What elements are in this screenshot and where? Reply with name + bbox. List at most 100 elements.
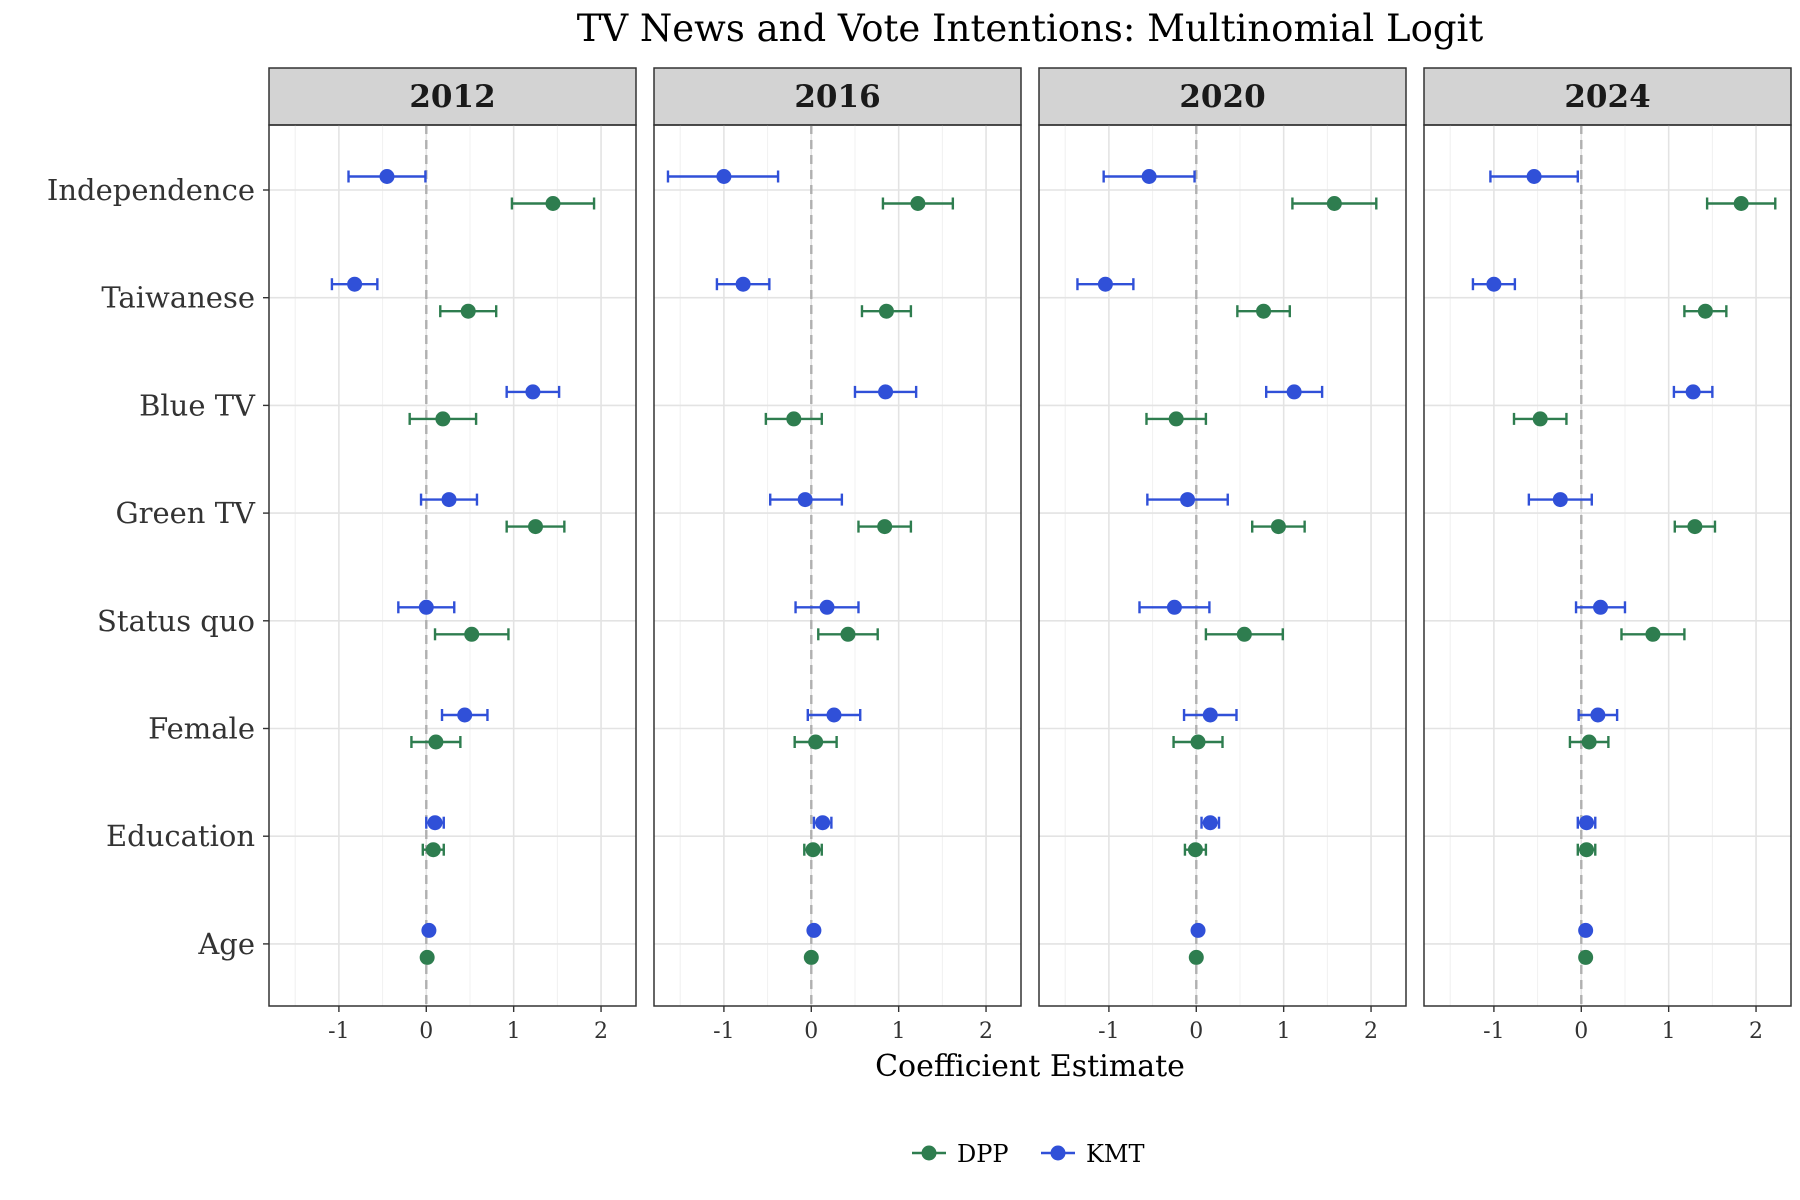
facet-strip-label: 2024: [1564, 79, 1650, 115]
dpp-independence-point: [545, 196, 561, 211]
kmt-education-point: [427, 815, 443, 831]
x-tick-label: 2: [594, 1019, 608, 1044]
dpp-taiwanese-point: [878, 303, 894, 319]
legend-label: DPP: [957, 1140, 1009, 1168]
dpp-status-quo-point: [1236, 626, 1252, 642]
panel-border: [268, 124, 637, 1007]
facet-panel-2016: 2016 -1 0 1 2: [653, 67, 1022, 1044]
x-tick-label: 1: [1277, 1019, 1291, 1044]
facet-panel-2024: 2024 -1 0 1 2: [1423, 67, 1792, 1044]
dpp-age-point: [1578, 949, 1594, 965]
dpp-taiwanese-point: [1256, 303, 1272, 319]
y-tick-label-green-tv: Green TV: [115, 496, 256, 530]
kmt-status-quo-point: [418, 599, 434, 615]
kmt-status-quo-point: [1166, 599, 1182, 615]
dpp-status-quo-point: [464, 626, 480, 642]
facet-strip: [1423, 67, 1792, 126]
kmt-independence-point: [1526, 169, 1542, 184]
kmt-education-point: [1579, 815, 1595, 831]
panels-layer: 2012 -1 0 1 2 2016 -1 0 1 2 2020 -1 0 1 2 2024 -1 0 1 2: [268, 67, 1792, 1044]
facet-strip-label: 2020: [1179, 79, 1265, 115]
dpp-green-tv-point: [1270, 519, 1286, 535]
x-tick-label: -1: [328, 1019, 349, 1044]
kmt-female-point: [1202, 707, 1218, 723]
kmt-blue-tv-point: [525, 384, 541, 400]
kmt-status-quo-point: [819, 599, 835, 615]
dpp-taiwanese-point: [460, 303, 476, 319]
kmt-female-point: [826, 707, 842, 723]
dpp-independence-point: [1733, 196, 1749, 211]
x-tick-label: 0: [419, 1019, 433, 1044]
kmt-blue-tv-point: [1286, 384, 1302, 400]
dpp-independence-point: [1326, 196, 1342, 211]
x-tick-label: 2: [979, 1019, 993, 1044]
panel-border: [1423, 124, 1792, 1007]
kmt-taiwanese-point: [1486, 276, 1502, 292]
y-axis-labels: Independence Taiwanese Blue TV Green TV Stat…: [47, 173, 269, 961]
dpp-blue-tv-point: [435, 411, 451, 427]
dpp-female-point: [1190, 734, 1206, 750]
facet-strip: [268, 67, 637, 126]
kmt-green-tv-point: [797, 492, 813, 508]
kmt-blue-tv-point: [1685, 384, 1701, 400]
x-tick-label: 2: [1749, 1019, 1763, 1044]
kmt-taiwanese-point: [347, 276, 363, 292]
x-tick-label: 0: [1574, 1019, 1588, 1044]
y-tick-label-age: Age: [197, 927, 255, 961]
facet-panel-2020: 2020 -1 0 1 2: [1038, 67, 1407, 1044]
dpp-female-point: [808, 734, 824, 750]
kmt-independence-point: [1141, 169, 1157, 184]
y-tick-label-independence: Independence: [47, 173, 255, 207]
kmt-taiwanese-point: [735, 276, 751, 292]
dpp-status-quo-point: [840, 626, 856, 642]
x-tick-label: -1: [713, 1019, 734, 1044]
kmt-independence-point: [379, 169, 395, 184]
panel-border: [1038, 124, 1407, 1007]
kmt-independence-point: [716, 169, 732, 184]
dpp-green-tv-point: [877, 519, 893, 535]
kmt-education-point: [815, 815, 831, 831]
legend-key-point: [1050, 1145, 1066, 1161]
kmt-taiwanese-point: [1097, 276, 1113, 292]
dpp-green-tv-point: [1687, 519, 1703, 535]
y-tick-label-blue-tv: Blue TV: [139, 388, 256, 422]
dpp-blue-tv-point: [1168, 411, 1184, 427]
facet-panel-2012: 2012 -1 0 1 2: [268, 67, 637, 1044]
y-tick-label-female: Female: [148, 712, 255, 746]
x-tick-label: 0: [1189, 1019, 1203, 1044]
kmt-female-point: [457, 707, 473, 723]
dpp-age-point: [419, 949, 435, 965]
kmt-blue-tv-point: [878, 384, 894, 400]
chart-title: TV News and Vote Intentions: Multinomial…: [577, 7, 1484, 50]
legend: DPP KMT: [912, 1140, 1145, 1168]
dpp-taiwanese-point: [1697, 303, 1713, 319]
kmt-age-point: [1190, 922, 1206, 938]
panel-border: [653, 124, 1022, 1007]
dpp-age-point: [1188, 949, 1204, 965]
facet-strip-label: 2012: [409, 79, 495, 115]
legend-item-kmt: KMT: [1041, 1140, 1145, 1168]
dpp-education-point: [1579, 842, 1595, 858]
kmt-green-tv-point: [441, 492, 457, 508]
facet-strip: [1038, 67, 1407, 126]
dpp-education-point: [425, 842, 441, 858]
y-tick-label-status-quo: Status quo: [97, 604, 255, 638]
kmt-female-point: [1590, 707, 1606, 723]
x-axis-title: Coefficient Estimate: [875, 1049, 1185, 1084]
y-tick-label-education: Education: [106, 819, 255, 853]
dpp-status-quo-point: [1645, 626, 1661, 642]
kmt-age-point: [806, 922, 822, 938]
kmt-green-tv-point: [1552, 492, 1568, 508]
dpp-green-tv-point: [528, 519, 544, 535]
x-tick-label: 0: [804, 1019, 818, 1044]
dpp-blue-tv-point: [1532, 411, 1548, 427]
legend-item-dpp: DPP: [912, 1140, 1009, 1168]
kmt-age-point: [1578, 922, 1594, 938]
dpp-independence-point: [910, 196, 926, 211]
kmt-education-point: [1202, 815, 1218, 831]
x-tick-label: -1: [1098, 1019, 1119, 1044]
legend-label: KMT: [1086, 1140, 1145, 1168]
dpp-age-point: [803, 949, 819, 965]
